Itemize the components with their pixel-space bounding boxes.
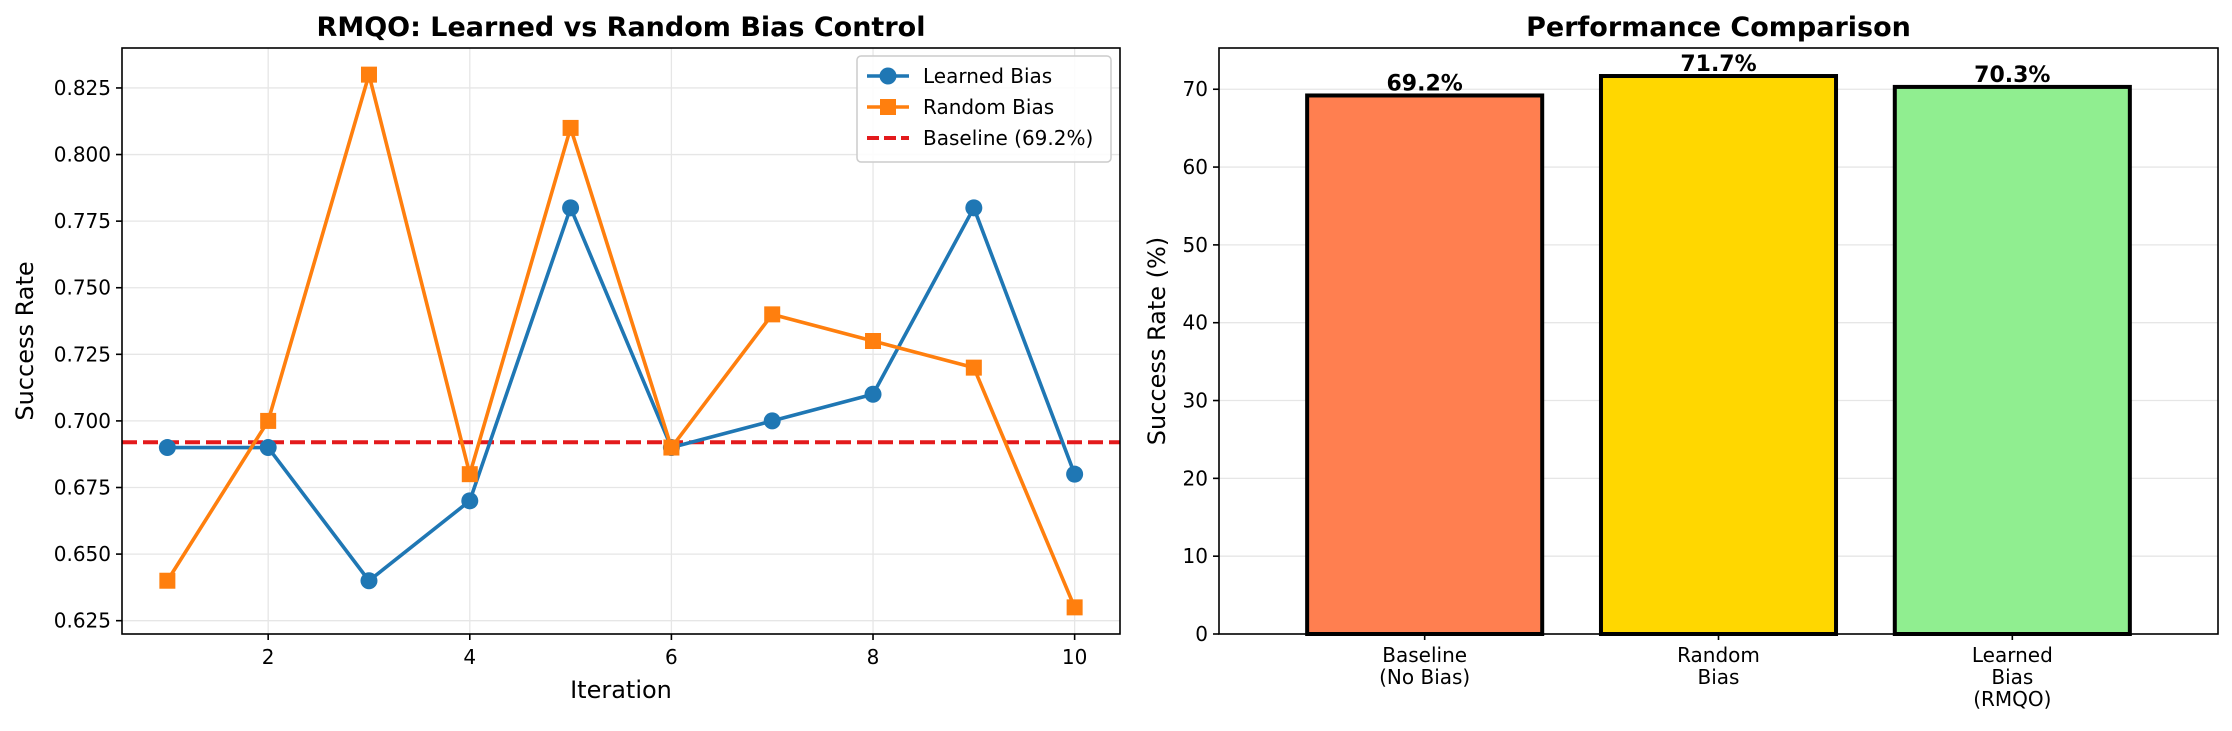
learned-bias-point <box>562 199 580 217</box>
legend-label: Random Bias <box>923 95 1054 119</box>
learned-bias-point <box>158 439 176 457</box>
series-line-learned-bias <box>167 206 1077 583</box>
random-bias-point <box>260 412 277 429</box>
line-chart-title: RMQO: Learned vs Random Bias Control <box>317 12 926 43</box>
line-chart: 2 4 6 8 10 0.625 0.650 0.675 0.700 0.725 0.750 0.77… <box>11 12 1121 704</box>
legend-label: Learned Bias <box>923 64 1052 88</box>
y-tick-label: 0 <box>1195 622 1208 646</box>
learned-bias-point <box>259 439 277 457</box>
learned-bias-point <box>360 572 378 590</box>
line-chart-x-axis-label: Iteration <box>570 676 672 704</box>
bar-1 <box>1598 74 1839 637</box>
bar-value-label: 70.3% <box>1974 63 2050 88</box>
random-bias-point <box>965 359 982 376</box>
y-tick-label: 0.800 <box>54 143 111 167</box>
x-tick-label: 8 <box>867 645 880 669</box>
x-tick-label: Bias <box>1991 665 2033 689</box>
legend-label: Baseline (69.2%) <box>923 126 1093 150</box>
bar-chart: 69.2%71.7% 70.3% 010203040506070Baseline(… <box>1143 12 2219 711</box>
y-tick-label: 0.725 <box>54 342 111 366</box>
series-line-random-bias <box>165 72 1077 609</box>
line-chart-y-axis-label: Success Rate <box>11 261 39 420</box>
random-bias-point <box>1066 599 1083 616</box>
line-chart-legend: Learned Bias Random Bias Baseline (69.2%) <box>856 55 1112 163</box>
bar-chart-bars: 69.2% 71.7% 70.3% <box>1305 52 2132 637</box>
y-tick-label: 0.675 <box>54 476 111 500</box>
bar-2 <box>1892 84 2132 637</box>
learned-bias-point <box>1066 465 1084 483</box>
x-tick-label: 10 <box>1062 645 1087 669</box>
bar-chart-title: Performance Comparison <box>1526 12 1911 43</box>
y-tick-label: 70 <box>1183 77 1208 101</box>
y-tick-label: 10 <box>1183 544 1208 568</box>
line-chart-ticks: 2 4 6 8 10 0.625 0.650 0.675 0.700 0.725 0.750 0.77… <box>54 76 1088 669</box>
x-tick-label: Random <box>1677 643 1760 667</box>
random-bias-point <box>562 119 579 136</box>
learned-bias-point <box>763 412 781 430</box>
random-bias-point <box>663 439 680 456</box>
random-bias-point <box>360 66 377 83</box>
x-tick-label: Baseline <box>1382 643 1467 667</box>
legend-swatch-marker <box>879 67 897 85</box>
x-tick-label: Learned <box>1972 643 2053 667</box>
random-bias-point <box>865 333 882 349</box>
y-tick-label: 20 <box>1183 466 1208 490</box>
y-tick-label: 0.650 <box>54 542 111 566</box>
line-chart-axes-frame <box>121 47 1121 635</box>
y-tick-label: 30 <box>1183 389 1208 413</box>
y-tick-label: 0.825 <box>54 76 111 100</box>
y-tick-label: 50 <box>1183 233 1208 257</box>
bar-chart-y-axis-label: Success Rate (%) <box>1143 237 1171 445</box>
bar-0 <box>1305 93 1545 637</box>
y-tick-label: 0.700 <box>54 409 111 433</box>
legend-swatch-marker <box>880 99 896 115</box>
line-chart-series <box>158 66 1084 616</box>
x-tick-label: (RMQO) <box>1973 687 2051 711</box>
random-bias-point <box>461 466 478 483</box>
legend-box <box>856 55 1112 163</box>
learned-bias-point <box>461 492 479 510</box>
x-tick-label: 4 <box>463 645 476 669</box>
learned-bias-point <box>965 199 983 217</box>
learned-bias-point <box>864 385 882 403</box>
y-tick-label: 0.775 <box>54 209 111 233</box>
bar-value-label: 69.2% <box>1387 71 1463 96</box>
x-tick-label: 6 <box>665 645 678 669</box>
y-tick-label: 60 <box>1183 155 1208 179</box>
x-tick-label: (No Bias) <box>1379 665 1470 689</box>
bar-value-label: 71.7% <box>1680 52 1756 77</box>
random-bias-point <box>159 572 176 589</box>
random-bias-point <box>764 306 781 323</box>
x-tick-label: Bias <box>1698 665 1740 689</box>
y-tick-label: 40 <box>1183 311 1208 335</box>
y-tick-label: 0.625 <box>54 609 111 633</box>
y-tick-label: 0.750 <box>54 276 111 300</box>
x-tick-label: 2 <box>262 645 275 669</box>
